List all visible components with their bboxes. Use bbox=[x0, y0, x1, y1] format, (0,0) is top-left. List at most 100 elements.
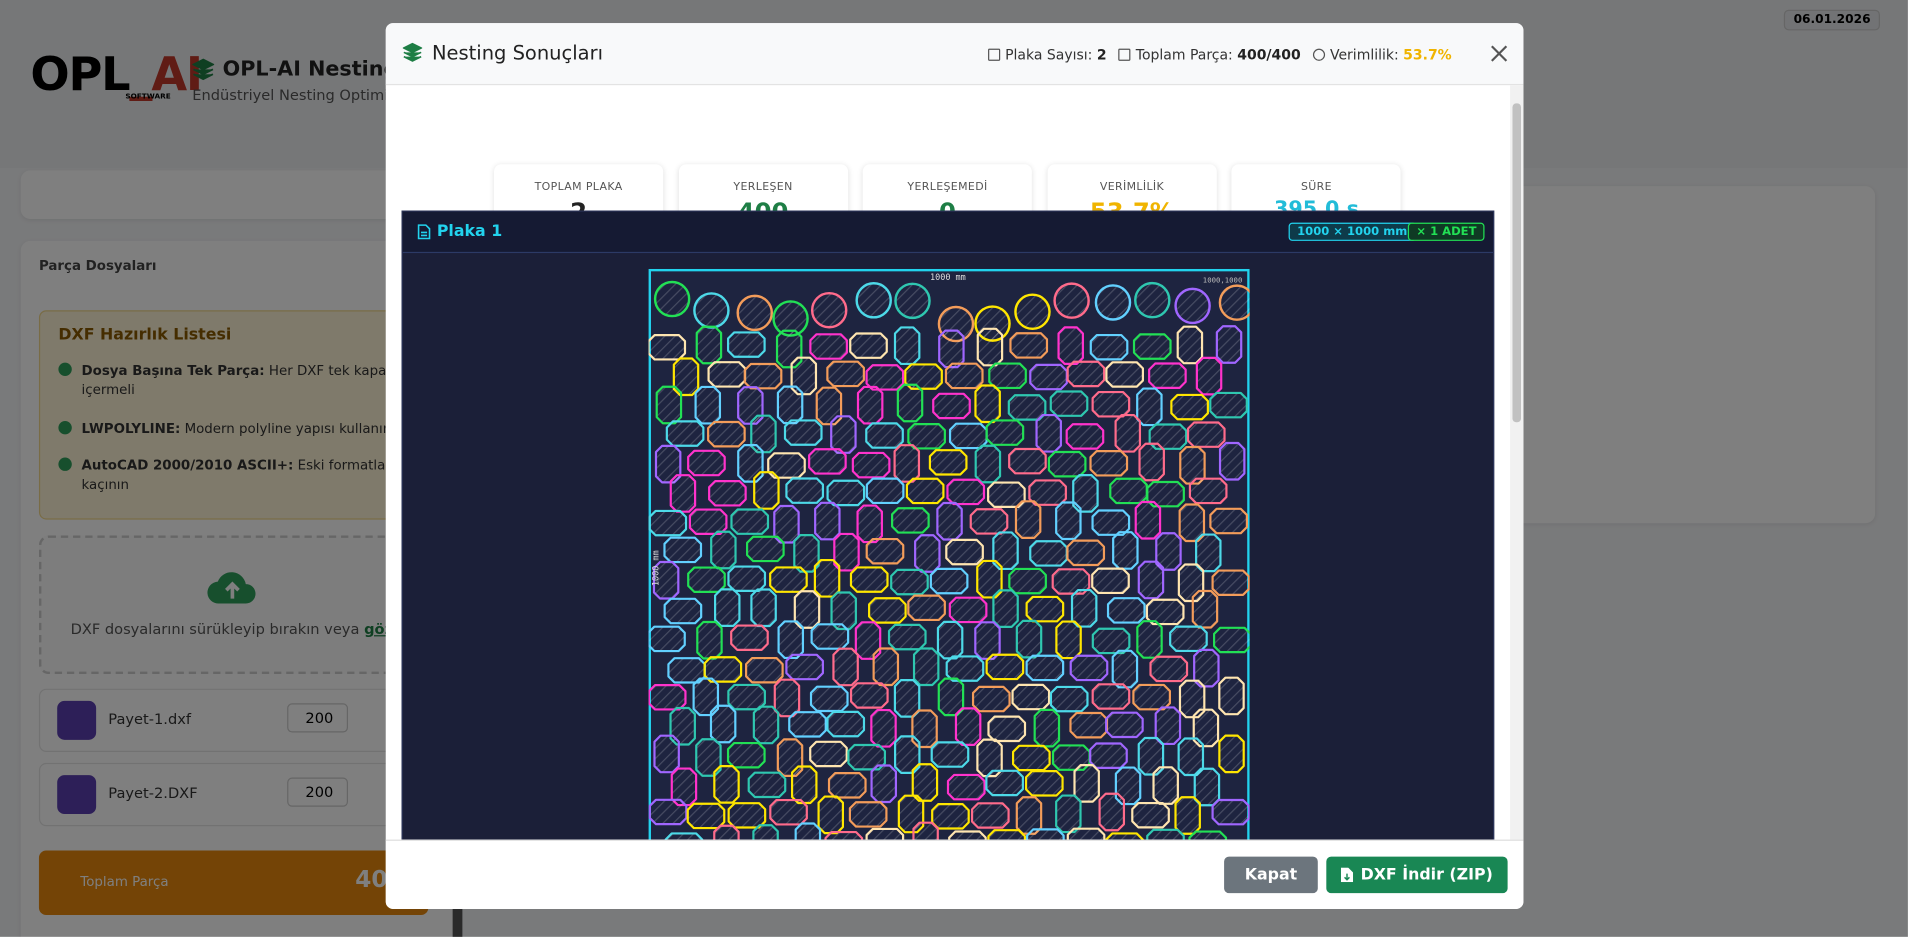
nested-part bbox=[750, 414, 777, 454]
nested-part bbox=[1218, 734, 1245, 774]
nested-part bbox=[1014, 500, 1042, 539]
nested-part bbox=[1134, 500, 1162, 540]
nested-part bbox=[1136, 620, 1163, 659]
nested-part bbox=[946, 773, 986, 801]
modal-header: Nesting Sonuçları Plaka Sayısı: 2 Toplam … bbox=[385, 23, 1524, 86]
nested-part bbox=[870, 708, 897, 748]
summary-value: 400/400 bbox=[1237, 46, 1301, 64]
nested-part bbox=[1057, 326, 1084, 365]
nested-part bbox=[1105, 361, 1145, 388]
plate-header: Plaka 1 1000 × 1000 mm × 1 ADET bbox=[402, 211, 1494, 254]
close-icon[interactable] bbox=[1489, 44, 1508, 63]
nested-part bbox=[870, 764, 897, 804]
nested-part bbox=[709, 704, 737, 744]
nested-part bbox=[1066, 360, 1106, 388]
nested-part bbox=[1148, 362, 1187, 389]
nested-part bbox=[988, 362, 1027, 390]
nested-part bbox=[743, 362, 783, 390]
nested-part bbox=[1008, 567, 1047, 595]
summary-label: Toplam Parça: bbox=[1135, 46, 1233, 64]
nested-part bbox=[713, 765, 740, 804]
scroll-thumb[interactable] bbox=[1512, 103, 1521, 423]
nested-part bbox=[911, 763, 939, 802]
nested-part bbox=[713, 588, 741, 628]
nested-part bbox=[914, 534, 941, 573]
nested-part bbox=[1148, 423, 1188, 450]
nested-part bbox=[669, 474, 697, 513]
nested-part bbox=[1055, 794, 1082, 834]
nested-part bbox=[827, 772, 867, 799]
nested-part bbox=[1015, 619, 1043, 659]
nested-part bbox=[945, 655, 985, 682]
sheet: 1000 mm 1000 mm 1000,1000 bbox=[648, 268, 1250, 840]
nested-part bbox=[1091, 390, 1131, 418]
nested-part bbox=[970, 802, 1010, 829]
nested-part bbox=[1131, 801, 1170, 829]
nested-part bbox=[930, 741, 970, 768]
nested-part bbox=[726, 741, 766, 769]
plate-icon bbox=[417, 224, 431, 240]
nested-part bbox=[688, 508, 728, 535]
nested-part bbox=[893, 679, 921, 718]
nested-part bbox=[969, 508, 1009, 535]
nested-part bbox=[694, 385, 722, 425]
nested-part bbox=[814, 501, 841, 541]
nested-part bbox=[865, 827, 905, 840]
nested-part bbox=[856, 385, 884, 425]
close-button[interactable]: Kapat bbox=[1224, 856, 1318, 894]
nested-part bbox=[912, 647, 940, 687]
nested-part bbox=[687, 449, 726, 477]
nested-part bbox=[865, 537, 905, 565]
nested-part bbox=[855, 282, 892, 319]
nested-part bbox=[856, 504, 883, 544]
scrollbar[interactable] bbox=[1510, 85, 1524, 840]
nested-part bbox=[896, 383, 924, 423]
stat-label: TOPLAM PLAKA bbox=[534, 181, 623, 194]
summary-icon bbox=[1312, 48, 1326, 61]
nested-part bbox=[848, 801, 888, 828]
nested-part bbox=[985, 419, 1025, 446]
nested-part bbox=[904, 363, 943, 390]
nested-part bbox=[1091, 683, 1131, 710]
nested-part bbox=[813, 558, 841, 598]
nested-part bbox=[1026, 828, 1065, 840]
nested-part bbox=[948, 596, 988, 624]
nested-part bbox=[808, 448, 847, 475]
nested-part bbox=[826, 479, 866, 507]
nested-part bbox=[727, 802, 767, 829]
nested-part bbox=[790, 356, 818, 396]
nested-part bbox=[1211, 798, 1250, 826]
nested-part bbox=[1188, 830, 1228, 840]
nested-part bbox=[708, 480, 747, 507]
nested-part bbox=[777, 620, 805, 660]
nested-part bbox=[686, 802, 726, 830]
nested-part bbox=[872, 647, 900, 687]
download-button[interactable]: DXF İndir (ZIP) bbox=[1326, 856, 1508, 894]
nested-part bbox=[1069, 711, 1109, 739]
nested-part bbox=[653, 280, 691, 318]
nested-part bbox=[670, 767, 698, 807]
nested-part bbox=[1146, 480, 1185, 508]
nested-part bbox=[992, 531, 1019, 571]
nested-part bbox=[707, 420, 746, 448]
nested-part bbox=[1091, 567, 1130, 595]
nested-part bbox=[769, 798, 808, 826]
nested-part bbox=[648, 684, 687, 711]
nested-part bbox=[1195, 356, 1223, 396]
stat-label: YERLEŞEN bbox=[733, 181, 793, 194]
nested-part bbox=[849, 332, 888, 359]
nested-part bbox=[948, 830, 987, 840]
nested-part bbox=[830, 591, 857, 631]
nested-part bbox=[1149, 655, 1189, 683]
nested-part bbox=[1091, 627, 1131, 655]
nested-part bbox=[1191, 589, 1219, 629]
nested-part bbox=[891, 507, 930, 534]
stat-label: SÜRE bbox=[1300, 181, 1332, 194]
nested-part bbox=[745, 535, 785, 563]
summary-icon bbox=[1118, 48, 1131, 61]
nested-part bbox=[713, 824, 740, 840]
nested-part bbox=[985, 653, 1025, 681]
nested-part bbox=[826, 710, 866, 738]
nested-part bbox=[773, 504, 800, 544]
